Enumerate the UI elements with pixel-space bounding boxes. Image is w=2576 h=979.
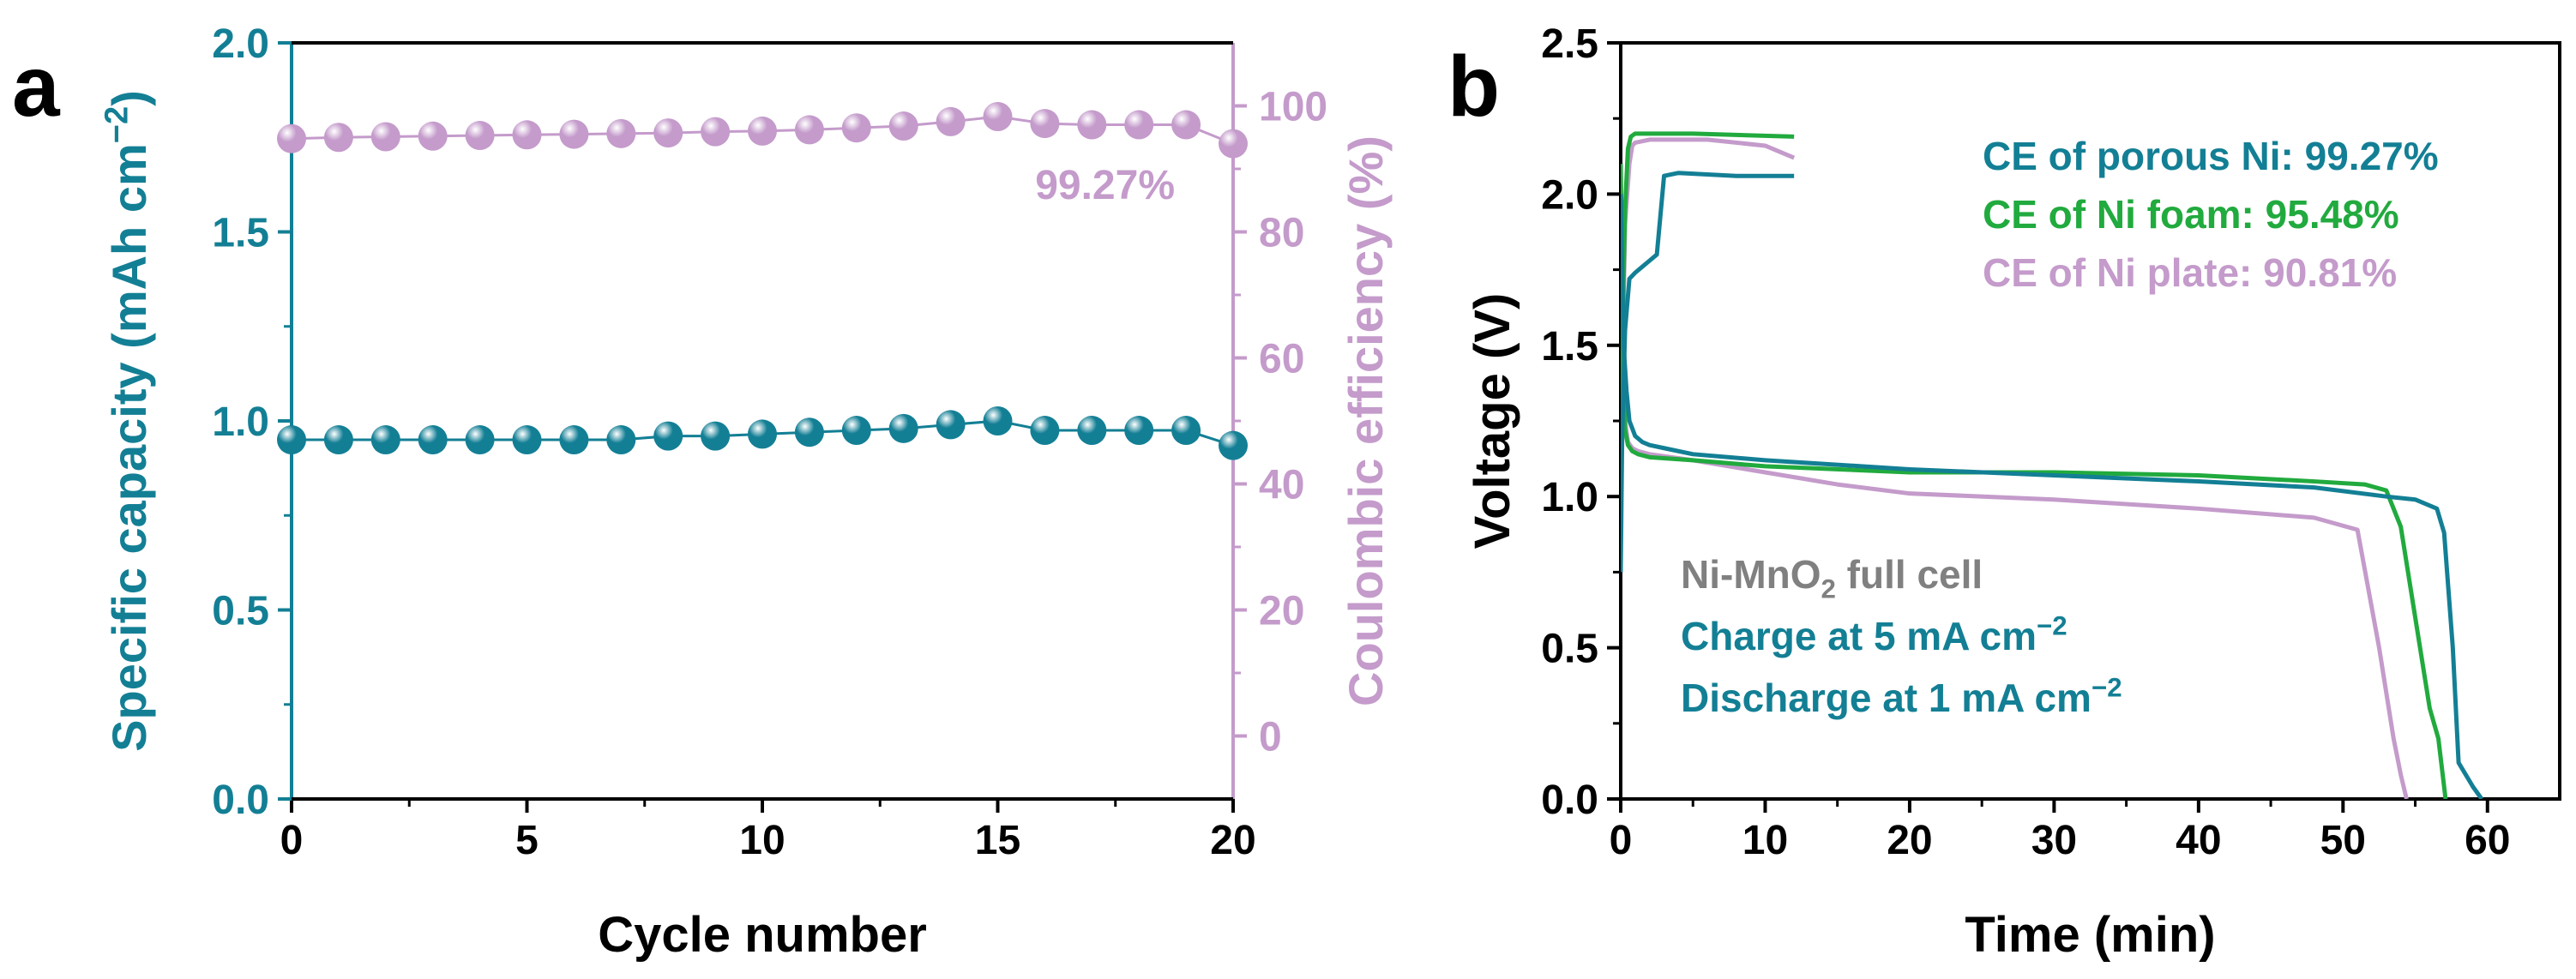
y-tick-label: 1.0	[212, 399, 269, 445]
efficiency-point	[888, 111, 918, 141]
efficiency-point	[512, 120, 542, 150]
y-axis-title: Voltage (V)	[1465, 293, 1520, 550]
efficiency-point	[418, 121, 448, 151]
capacity-point	[888, 413, 918, 443]
ce-annotation: 99.27%	[1035, 163, 1175, 208]
y-tick-label: 0.5	[1541, 627, 1598, 672]
discharge-curve	[1621, 194, 2484, 799]
efficiency-point	[606, 118, 636, 148]
efficiency-point	[936, 106, 966, 136]
capacity-point	[1124, 416, 1154, 446]
charge-curve	[1621, 171, 1795, 573]
capacity-point	[512, 425, 542, 455]
x-tick-label: 0	[1610, 818, 1633, 863]
efficiency-point	[748, 116, 777, 146]
efficiency-point	[323, 123, 353, 153]
y2-tick-label: 60	[1259, 337, 1304, 382]
x-tick-label: 60	[2465, 818, 2510, 863]
capacity-point	[465, 425, 495, 455]
y-tick-label: 1.0	[1541, 475, 1598, 520]
legend-entry: CE of porous Ni: 99.27%	[1983, 134, 2439, 178]
panel-b-label: b	[1447, 39, 1500, 135]
x-tick-label: 10	[1742, 818, 1788, 863]
y2-tick-label: 100	[1259, 85, 1327, 130]
efficiency-point	[701, 117, 731, 147]
y2-tick-label: 40	[1259, 463, 1304, 508]
legend-entry: CE of Ni foam: 95.48%	[1983, 192, 2399, 237]
efficiency-point	[465, 121, 495, 151]
y2-tick-label: 20	[1259, 589, 1304, 634]
capacity-point	[983, 406, 1013, 435]
capacity-point	[841, 416, 871, 446]
capacity-point	[701, 421, 731, 451]
capacity-point	[936, 410, 966, 440]
panel-a-label: a	[12, 39, 61, 135]
capacity-point	[277, 425, 306, 455]
x-tick-label: 20	[1887, 818, 1932, 863]
panel-b-chart: b 0 10 20 30 40 50 60 Time (min) 0.0 0.5 1.0 1.5 2.0 2…	[1447, 21, 2561, 963]
charge-curve	[1621, 131, 1795, 543]
condition-note: Discharge at 1 mA cm−2	[1681, 673, 2122, 720]
efficiency-point	[1171, 110, 1201, 140]
legend-entry: CE of Ni plate: 90.81%	[1983, 250, 2397, 295]
y-tick-label: 1.5	[1541, 324, 1598, 369]
y-tick-label: 0.0	[212, 778, 269, 823]
x-axis-title: Time (min)	[1965, 907, 2215, 963]
x-tick-label: 40	[2176, 818, 2221, 863]
x-tick-label: 0	[280, 818, 304, 863]
capacity-point	[1077, 416, 1107, 446]
efficiency-point	[1077, 110, 1107, 140]
capacity-point	[1219, 430, 1248, 460]
efficiency-point	[1219, 129, 1248, 159]
capacity-point	[323, 425, 353, 455]
efficiency-point	[277, 123, 306, 153]
voltage-curves	[1621, 131, 2484, 799]
x-tick-label: 50	[2320, 818, 2366, 863]
y-tick-label: 2.0	[1541, 172, 1598, 218]
efficiency-point	[841, 113, 871, 143]
capacity-point	[418, 425, 448, 455]
efficiency-point	[794, 115, 824, 145]
capacity-point	[370, 425, 400, 455]
x-axis-title: Cycle number	[598, 907, 927, 963]
x-tick-label: 20	[1210, 818, 1255, 863]
efficiency-point	[1030, 109, 1060, 139]
y2-tick-label: 80	[1259, 211, 1304, 256]
capacity-point	[1030, 416, 1060, 446]
capacity-point	[748, 419, 777, 449]
efficiency-point	[370, 122, 400, 152]
y-tick-label: 1.5	[212, 211, 269, 256]
x-tick-label: 30	[2031, 818, 2077, 863]
capacity-point	[606, 425, 636, 455]
efficiency-point	[1124, 110, 1154, 140]
x-tick-label: 15	[975, 818, 1020, 863]
capacity-point	[794, 417, 824, 447]
condition-note: Ni-MnO2 full cell	[1681, 552, 1983, 604]
condition-note: Charge at 5 mA cm−2	[1681, 611, 2067, 658]
x-tick-label: 10	[739, 818, 785, 863]
capacity-point	[559, 425, 589, 455]
capacity-point	[1171, 416, 1201, 446]
efficiency-point	[653, 118, 683, 148]
x-tick-label: 5	[515, 818, 539, 863]
y-axis-title: Specific capacity (mAh cm−2)	[99, 90, 156, 752]
panel-a-chart: a 0 5 10 15 20 Cycle number 0.0 0.5 1.0 1.5 2.0 Spec…	[12, 21, 1393, 963]
efficiency-point	[559, 119, 589, 149]
y-tick-label: 2.0	[212, 21, 269, 67]
y-tick-label: 2.5	[1541, 21, 1598, 67]
capacity-point	[653, 421, 683, 451]
y-tick-label: 0.0	[1541, 778, 1598, 823]
efficiency-point	[983, 101, 1013, 131]
y2-tick-label: 0	[1259, 715, 1282, 760]
y-tick-label: 0.5	[212, 589, 269, 634]
y2-axis-title: Coulombic efficiency (%)	[1339, 135, 1393, 706]
